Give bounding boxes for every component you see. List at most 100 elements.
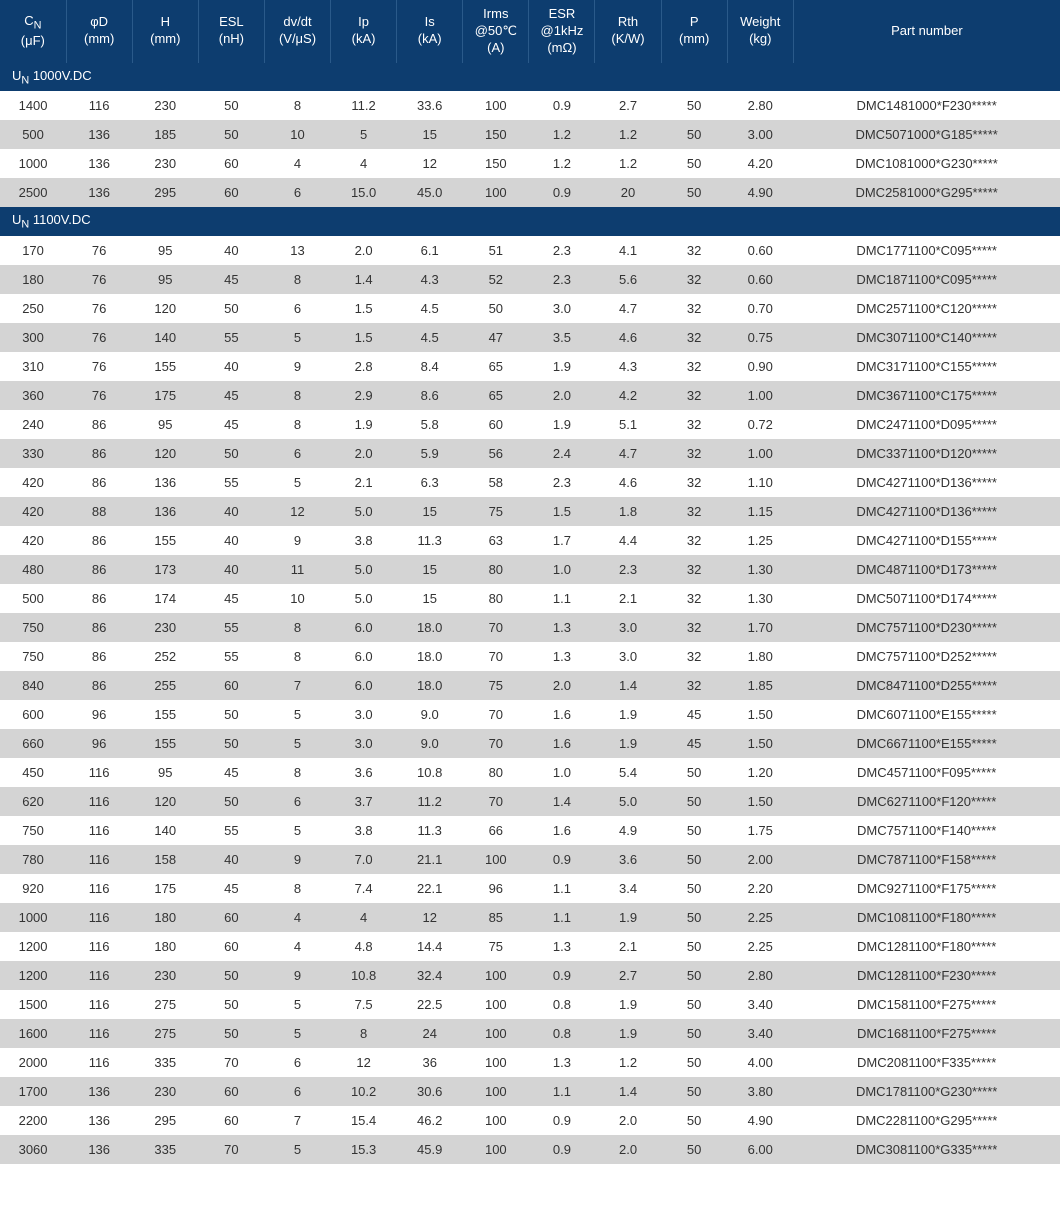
table-row: 200011633570612361001.31.2504.00DMC20811… [0, 1048, 1060, 1077]
cell: 116 [66, 874, 132, 903]
cell: 70 [463, 642, 529, 671]
cell: DMC4571100*F095***** [793, 758, 1060, 787]
cell: 3.8 [331, 526, 397, 555]
cell: 11.2 [331, 91, 397, 120]
cell: 1.1 [529, 903, 595, 932]
cell: 32 [661, 265, 727, 294]
cell: 32 [661, 671, 727, 700]
column-header-7: Irms@50℃(A) [463, 0, 529, 63]
cell: DMC1781100*G230***** [793, 1077, 1060, 1106]
cell: 3.5 [529, 323, 595, 352]
cell: DMC7571100*D230***** [793, 613, 1060, 642]
cell: 60 [198, 1106, 264, 1135]
cell: 3060 [0, 1135, 66, 1164]
cell: 0.9 [529, 1106, 595, 1135]
cell: 45 [198, 410, 264, 439]
cell: 45 [198, 381, 264, 410]
cell: 6 [264, 439, 330, 468]
cell: 50 [198, 439, 264, 468]
cell: 1.9 [331, 410, 397, 439]
cell: 100 [463, 91, 529, 120]
cell: 32 [661, 381, 727, 410]
cell: DMC3171100*C155***** [793, 352, 1060, 381]
cell: 1.00 [727, 439, 793, 468]
cell: 2.7 [595, 961, 661, 990]
cell: 2.0 [595, 1135, 661, 1164]
cell: 2.1 [595, 584, 661, 613]
column-header-5: Ip(kA) [331, 0, 397, 63]
cell: 230 [132, 149, 198, 178]
cell: 7 [264, 671, 330, 700]
cell: 3.0 [331, 700, 397, 729]
cell: 120 [132, 439, 198, 468]
cell: 5.1 [595, 410, 661, 439]
cell: 5.6 [595, 265, 661, 294]
cell: 11.3 [397, 816, 463, 845]
cell: DMC6671100*E155***** [793, 729, 1060, 758]
cell: 5.8 [397, 410, 463, 439]
cell: 75 [463, 497, 529, 526]
cell: 180 [0, 265, 66, 294]
cell: 4.2 [595, 381, 661, 410]
column-header-0: CN(μF) [0, 0, 66, 63]
cell: 32 [661, 294, 727, 323]
cell: 155 [132, 352, 198, 381]
cell: 15 [397, 555, 463, 584]
cell: 100 [463, 1106, 529, 1135]
cell: 70 [198, 1048, 264, 1077]
section-row: UN 1000V.DC [0, 63, 1060, 92]
cell: 116 [66, 816, 132, 845]
cell: 15.4 [331, 1106, 397, 1135]
cell: 50 [198, 729, 264, 758]
cell: 116 [66, 758, 132, 787]
cell: DMC7871100*F158***** [793, 845, 1060, 874]
cell: 100 [463, 1077, 529, 1106]
cell: 3.6 [331, 758, 397, 787]
cell: 24 [397, 1019, 463, 1048]
cell: 13 [264, 236, 330, 265]
cell: 4.1 [595, 236, 661, 265]
cell: 10 [264, 584, 330, 613]
cell: DMC3371100*D120***** [793, 439, 1060, 468]
cell: 116 [66, 1019, 132, 1048]
cell: 30.6 [397, 1077, 463, 1106]
cell: 3.80 [727, 1077, 793, 1106]
cell: 9 [264, 961, 330, 990]
table-row: 600961555053.09.0701.61.9451.50DMC607110… [0, 700, 1060, 729]
cell: 60 [198, 149, 264, 178]
cell: 1200 [0, 932, 66, 961]
cell: 5.0 [331, 555, 397, 584]
cell: 3.4 [595, 874, 661, 903]
cell: 420 [0, 468, 66, 497]
cell: 1.5 [331, 323, 397, 352]
cell: 7.0 [331, 845, 397, 874]
cell: 1.3 [529, 932, 595, 961]
cell: 4.3 [397, 265, 463, 294]
cell: 2.7 [595, 91, 661, 120]
cell: DMC5071000*G185***** [793, 120, 1060, 149]
cell: 5 [264, 468, 330, 497]
cell: 2.8 [331, 352, 397, 381]
cell: 1.50 [727, 729, 793, 758]
cell: 250 [0, 294, 66, 323]
cell: 2.0 [331, 439, 397, 468]
cell: 6.0 [331, 642, 397, 671]
cell: 116 [66, 91, 132, 120]
column-header-4: dv/dt(V/μS) [264, 0, 330, 63]
cell: 1.5 [331, 294, 397, 323]
cell: 1.2 [595, 149, 661, 178]
column-header-3: ESL(nH) [198, 0, 264, 63]
cell: 0.60 [727, 236, 793, 265]
cell: 2.25 [727, 932, 793, 961]
cell: 5 [264, 323, 330, 352]
cell: 5 [264, 990, 330, 1019]
cell: 2.0 [331, 236, 397, 265]
cell: 175 [132, 381, 198, 410]
cell: 180 [132, 932, 198, 961]
cell: 60 [198, 178, 264, 207]
cell: 50 [198, 961, 264, 990]
cell: 295 [132, 178, 198, 207]
cell: 4.90 [727, 178, 793, 207]
cell: 46.2 [397, 1106, 463, 1135]
cell: 140 [132, 323, 198, 352]
